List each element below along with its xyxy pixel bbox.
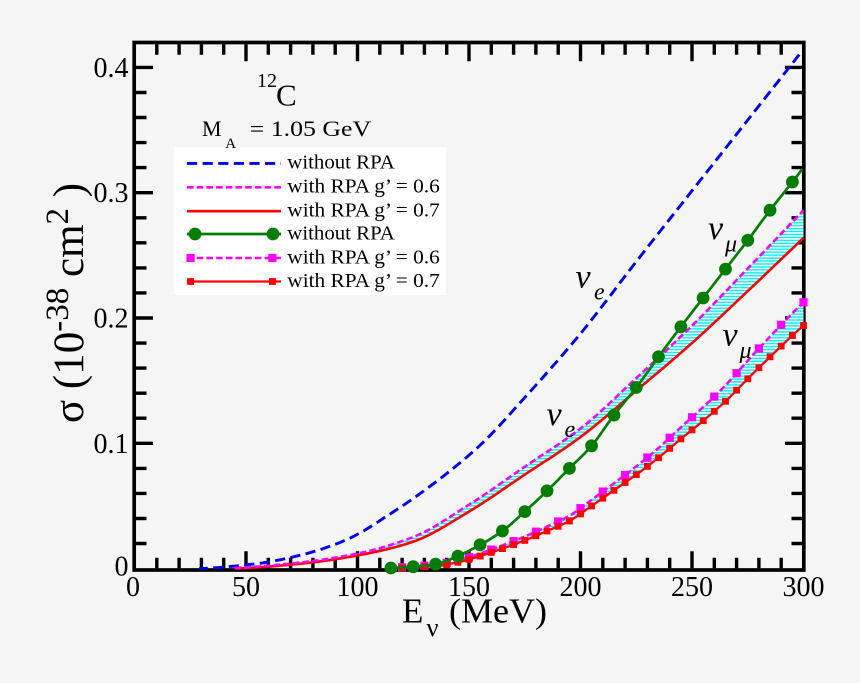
svg-text:100: 100 xyxy=(337,572,379,603)
svg-text:= 1.05 GeV: = 1.05 GeV xyxy=(250,116,372,141)
svg-text:E: E xyxy=(402,592,423,631)
svg-text:M: M xyxy=(202,116,222,141)
svg-text:with RPA g’ = 0.7: with RPA g’ = 0.7 xyxy=(287,270,440,292)
svg-text:with RPA g’ = 0.6: with RPA g’ = 0.6 xyxy=(287,176,440,198)
svg-text:without RPA: without RPA xyxy=(287,152,395,174)
svg-text:e: e xyxy=(594,280,605,306)
svg-text:(MeV): (MeV) xyxy=(449,592,547,631)
svg-text:without RPA: without RPA xyxy=(287,222,395,244)
svg-text:250: 250 xyxy=(671,572,713,603)
svg-text:ν: ν xyxy=(723,317,739,354)
svg-text:A: A xyxy=(225,136,236,152)
svg-text:with RPA g’ = 0.7: with RPA g’ = 0.7 xyxy=(287,200,440,222)
svg-text:0: 0 xyxy=(126,572,140,603)
svg-text:e: e xyxy=(565,417,576,443)
svg-text:C: C xyxy=(276,78,297,113)
svg-text:ν: ν xyxy=(427,612,439,642)
svg-text:0.4: 0.4 xyxy=(94,53,129,84)
svg-text:with RPA g’ = 0.6: with RPA g’ = 0.6 xyxy=(287,246,440,268)
svg-text:ν: ν xyxy=(576,259,592,296)
svg-text:σ (10-38 cm2 ): σ (10-38 cm2 ) xyxy=(40,183,93,423)
svg-text:ν: ν xyxy=(547,396,563,433)
svg-text:0.2: 0.2 xyxy=(94,304,129,335)
svg-text:0: 0 xyxy=(115,552,129,583)
svg-text:0.3: 0.3 xyxy=(94,178,129,209)
svg-text:300: 300 xyxy=(783,572,825,603)
svg-text:0.1: 0.1 xyxy=(94,429,129,460)
svg-text:200: 200 xyxy=(560,572,602,603)
svg-text:μ: μ xyxy=(739,338,752,364)
svg-text:μ: μ xyxy=(724,232,737,258)
svg-text:ν: ν xyxy=(708,210,724,247)
svg-text:12: 12 xyxy=(257,70,277,92)
svg-text:50: 50 xyxy=(232,572,260,603)
svg-text:150: 150 xyxy=(448,572,490,603)
